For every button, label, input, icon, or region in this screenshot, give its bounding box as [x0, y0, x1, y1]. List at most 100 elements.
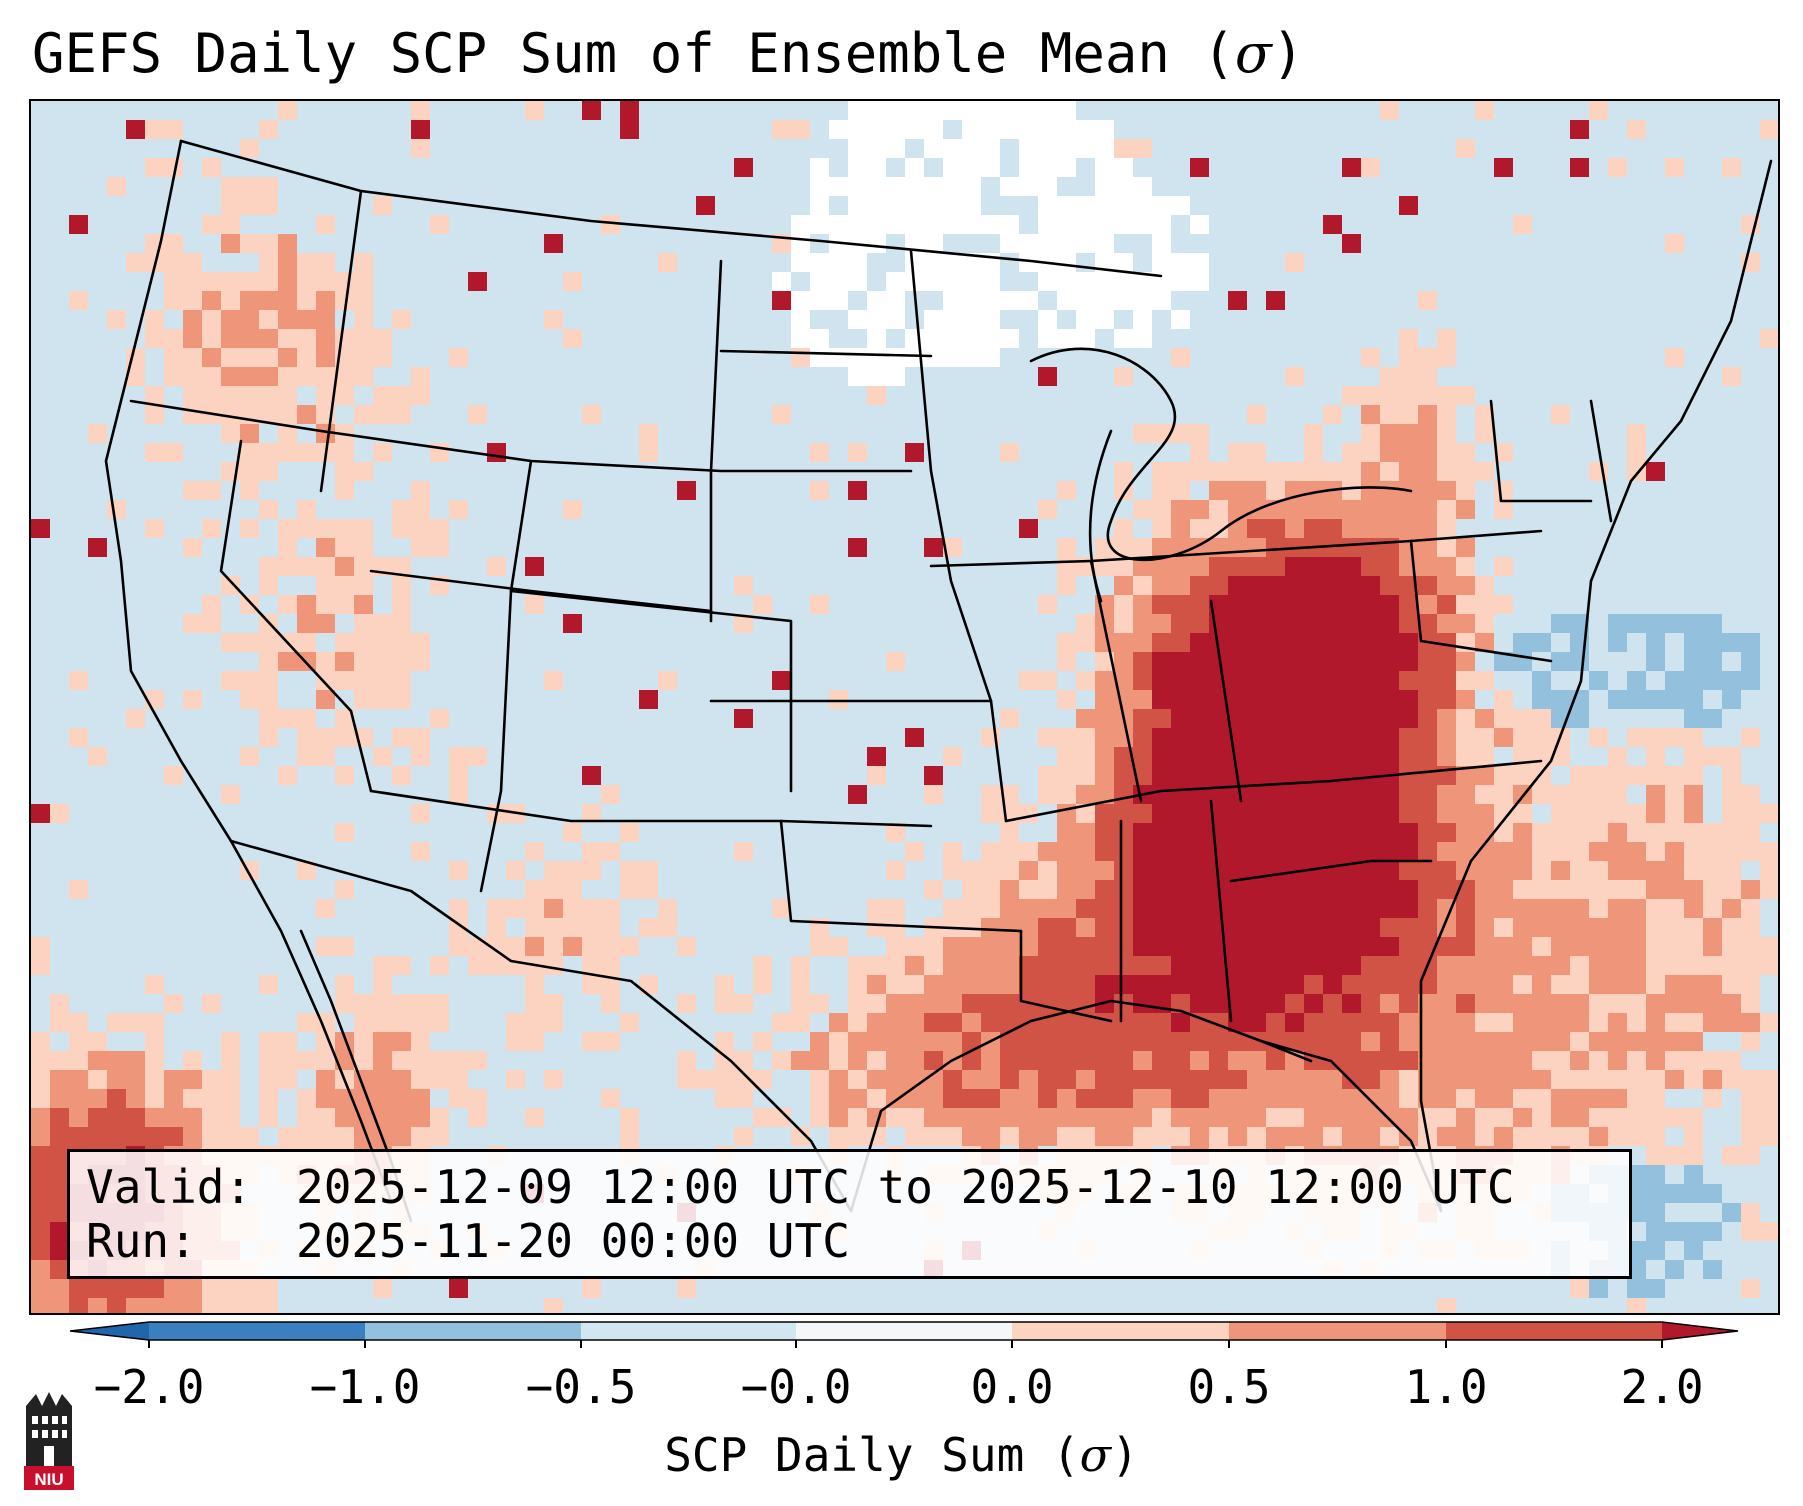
anomaly-cell [1399, 1032, 1418, 1051]
anomaly-cell [316, 614, 335, 633]
anomaly-cell [392, 595, 411, 614]
anomaly-cell [753, 956, 772, 975]
anomaly-cell [582, 101, 601, 120]
anomaly-cell [1133, 671, 1152, 690]
anomaly-cell [354, 557, 373, 576]
anomaly-cell [1114, 937, 1133, 956]
anomaly-cell [810, 481, 829, 500]
anomaly-cell [1779, 956, 1780, 975]
anomaly-cell [392, 500, 411, 519]
anomaly-cell [1323, 1013, 1342, 1032]
anomaly-cell [1076, 956, 1095, 975]
anomaly-cell [316, 652, 335, 671]
anomaly-cell [1209, 557, 1228, 576]
anomaly-cell [1133, 310, 1152, 329]
anomaly-cell [259, 728, 278, 747]
anomaly-cell [867, 101, 886, 120]
anomaly-cell [810, 1089, 829, 1108]
anomaly-cell [525, 595, 544, 614]
anomaly-cell [1608, 956, 1627, 975]
anomaly-cell [69, 1108, 88, 1127]
anomaly-cell [943, 1127, 962, 1146]
anomaly-cell [1589, 918, 1608, 937]
anomaly-cell [1703, 709, 1722, 728]
anomaly-cell [1323, 462, 1342, 481]
state-line [1089, 559, 1143, 803]
anomaly-cell [1494, 842, 1513, 861]
anomaly-cell [1684, 690, 1703, 709]
anomaly-cell [1038, 329, 1057, 348]
anomaly-cell [1361, 348, 1380, 367]
anomaly-cell [981, 158, 1000, 177]
anomaly-cell [943, 215, 962, 234]
state-line [929, 559, 1093, 568]
anomaly-cell [1456, 690, 1475, 709]
anomaly-cell [1589, 842, 1608, 861]
anomaly-cell [1551, 1108, 1570, 1127]
anomaly-cell [1057, 1051, 1076, 1070]
anomaly-cell [1456, 937, 1475, 956]
anomaly-cell [1380, 386, 1399, 405]
anomaly-cell [1114, 823, 1133, 842]
anomaly-cell [1456, 1032, 1475, 1051]
anomaly-cell [1532, 880, 1551, 899]
anomaly-cell [1570, 975, 1589, 994]
anomaly-cell [1304, 671, 1323, 690]
anomaly-cell [164, 234, 183, 253]
anomaly-cell [1361, 975, 1380, 994]
anomaly-cell [1513, 728, 1532, 747]
anomaly-cell [601, 215, 620, 234]
anomaly-cell [1646, 747, 1665, 766]
anomaly-cell [1456, 595, 1475, 614]
anomaly-cell [1570, 937, 1589, 956]
anomaly-cell [50, 1222, 69, 1241]
anomaly-cell [297, 709, 316, 728]
anomaly-cell [1760, 956, 1778, 975]
anomaly-cell [449, 766, 468, 785]
anomaly-cell [1323, 975, 1342, 994]
anomaly-cell [487, 443, 506, 462]
anomaly-cell [1095, 823, 1114, 842]
anomaly-cell [50, 1108, 69, 1127]
anomaly-cell [31, 804, 50, 823]
anomaly-cell [1380, 652, 1399, 671]
anomaly-cell [1285, 994, 1304, 1013]
anomaly-cell [886, 272, 905, 291]
anomaly-cell [1646, 690, 1665, 709]
anomaly-cell [1133, 329, 1152, 348]
anomaly-cell [1380, 1032, 1399, 1051]
anomaly-cell [1323, 956, 1342, 975]
anomaly-cell [791, 975, 810, 994]
anomaly-cell [1437, 1070, 1456, 1089]
anomaly-cell [1532, 842, 1551, 861]
anomaly-cell [943, 937, 962, 956]
anomaly-cell [905, 728, 924, 747]
anomaly-cell [1057, 842, 1076, 861]
anomaly-cell [1494, 880, 1513, 899]
anomaly-cell [1380, 918, 1399, 937]
anomaly-cell [848, 1070, 867, 1089]
anomaly-cell [1741, 671, 1760, 690]
anomaly-cell [1589, 1070, 1608, 1089]
anomaly-cell [1342, 576, 1361, 595]
anomaly-cell [1684, 804, 1703, 823]
anomaly-cell [1285, 671, 1304, 690]
anomaly-cell [1741, 728, 1760, 747]
anomaly-cell [240, 462, 259, 481]
anomaly-cell [1114, 272, 1133, 291]
anomaly-cell [924, 1013, 943, 1032]
anomaly-cell [601, 899, 620, 918]
anomaly-cell [1570, 899, 1589, 918]
anomaly-cell [1361, 158, 1380, 177]
anomaly-cell [1665, 880, 1684, 899]
anomaly-cell [1228, 595, 1247, 614]
anomaly-cell [1266, 595, 1285, 614]
anomaly-cell [1722, 1051, 1741, 1070]
anomaly-cell [278, 329, 297, 348]
anomaly-cell [1304, 1127, 1323, 1146]
anomaly-cell [1760, 1089, 1778, 1108]
anomaly-cell [1190, 614, 1209, 633]
anomaly-cell [1437, 1298, 1456, 1313]
anomaly-cell [411, 994, 430, 1013]
anomaly-cell [449, 500, 468, 519]
